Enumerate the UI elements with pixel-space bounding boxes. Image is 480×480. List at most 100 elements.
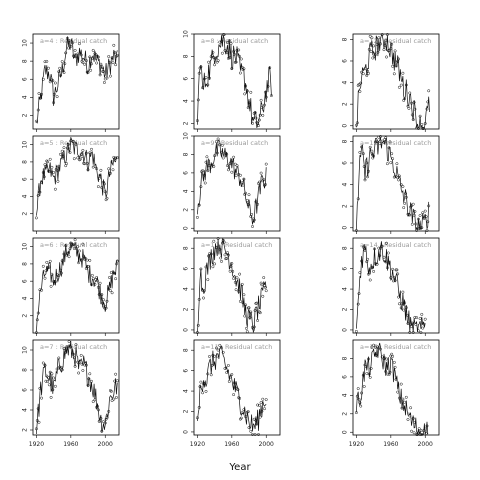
data-point bbox=[367, 71, 370, 75]
data-point bbox=[370, 345, 374, 349]
data-point bbox=[71, 352, 75, 356]
data-point bbox=[232, 381, 236, 385]
data-point bbox=[90, 283, 93, 287]
data-point bbox=[261, 397, 265, 401]
data-point bbox=[211, 51, 215, 54]
data-point bbox=[226, 251, 229, 255]
data-point bbox=[373, 345, 377, 349]
data-point bbox=[115, 53, 119, 57]
data-point bbox=[385, 33, 389, 36]
data-point bbox=[407, 106, 411, 110]
data-point bbox=[385, 357, 388, 361]
data-point bbox=[263, 90, 267, 94]
data-point bbox=[59, 271, 63, 275]
data-point bbox=[199, 65, 203, 69]
data-point bbox=[260, 409, 264, 413]
data-point bbox=[115, 156, 119, 160]
data-point bbox=[47, 170, 51, 174]
data-point bbox=[252, 417, 256, 421]
data-point bbox=[417, 427, 421, 431]
data-point bbox=[228, 55, 232, 59]
data-point bbox=[49, 395, 53, 399]
data-point bbox=[371, 56, 375, 60]
data-point bbox=[427, 204, 431, 208]
data-point bbox=[38, 386, 42, 390]
data-point bbox=[403, 400, 407, 404]
data-point bbox=[73, 364, 77, 368]
data-point bbox=[47, 66, 50, 70]
data-point bbox=[108, 289, 112, 293]
y-tick-label: 0 bbox=[342, 124, 349, 128]
data-point bbox=[408, 91, 412, 95]
data-point bbox=[91, 400, 95, 404]
data-point bbox=[240, 282, 244, 286]
data-point bbox=[391, 267, 395, 271]
data-point bbox=[378, 254, 382, 258]
series-line bbox=[36, 242, 118, 332]
data-point bbox=[220, 143, 224, 147]
y-tick-label: 10 bbox=[22, 243, 29, 251]
data-point bbox=[363, 67, 367, 71]
data-point bbox=[210, 363, 214, 367]
data-point bbox=[114, 372, 118, 376]
y-tick-label: 8 bbox=[22, 160, 29, 164]
data-point bbox=[401, 290, 405, 294]
data-point bbox=[385, 241, 388, 245]
y-tick-label: 8 bbox=[342, 139, 349, 143]
data-point bbox=[208, 164, 211, 167]
data-point bbox=[404, 306, 408, 310]
data-point bbox=[95, 167, 99, 171]
panel-title: a=15 : Residual catch bbox=[360, 343, 431, 351]
data-point bbox=[108, 61, 111, 64]
data-point bbox=[45, 59, 49, 63]
data-point bbox=[404, 395, 408, 399]
data-point bbox=[213, 262, 217, 266]
data-point bbox=[51, 79, 55, 83]
data-point bbox=[36, 194, 40, 197]
data-point bbox=[57, 164, 61, 168]
panel-title: a=11 : Residual catch bbox=[201, 343, 272, 351]
panel-title: a=4 : Residual catch bbox=[40, 37, 107, 45]
data-point bbox=[247, 426, 251, 430]
data-point bbox=[244, 415, 248, 419]
data-point bbox=[107, 287, 111, 291]
data-point bbox=[402, 206, 406, 210]
data-point bbox=[380, 244, 384, 248]
y-tick-label: 8 bbox=[183, 348, 190, 352]
data-point bbox=[372, 44, 376, 48]
data-point bbox=[258, 311, 262, 315]
data-point bbox=[203, 181, 207, 185]
data-point bbox=[85, 161, 89, 165]
data-point bbox=[360, 391, 364, 395]
data-point bbox=[372, 154, 376, 158]
data-point bbox=[375, 140, 379, 144]
data-point bbox=[67, 147, 71, 151]
panel-title: a=13 : Residual catch bbox=[360, 139, 431, 147]
data-point bbox=[34, 119, 38, 123]
y-tick-label: 0 bbox=[183, 328, 190, 332]
data-point bbox=[392, 72, 396, 76]
y-tick-label: 6 bbox=[183, 267, 190, 271]
data-point bbox=[395, 60, 399, 64]
data-point bbox=[392, 175, 396, 179]
data-point bbox=[391, 157, 395, 161]
panel-frame bbox=[352, 135, 440, 232]
y-tick-label: 10 bbox=[183, 30, 190, 38]
data-point bbox=[39, 96, 43, 100]
data-point bbox=[72, 356, 76, 360]
data-point bbox=[77, 261, 81, 265]
data-point bbox=[402, 308, 406, 312]
data-point bbox=[405, 313, 409, 317]
data-point bbox=[226, 41, 229, 45]
data-point bbox=[360, 145, 364, 149]
data-point bbox=[367, 169, 370, 173]
panel-a=12: a=12 : Residual catch 0 2 4 6 8 bbox=[342, 33, 440, 132]
data-point bbox=[415, 126, 419, 130]
data-point bbox=[197, 297, 201, 301]
data-point bbox=[425, 424, 429, 428]
data-point bbox=[422, 127, 425, 130]
data-point bbox=[356, 197, 360, 201]
data-point bbox=[366, 257, 370, 261]
data-point bbox=[412, 100, 416, 104]
